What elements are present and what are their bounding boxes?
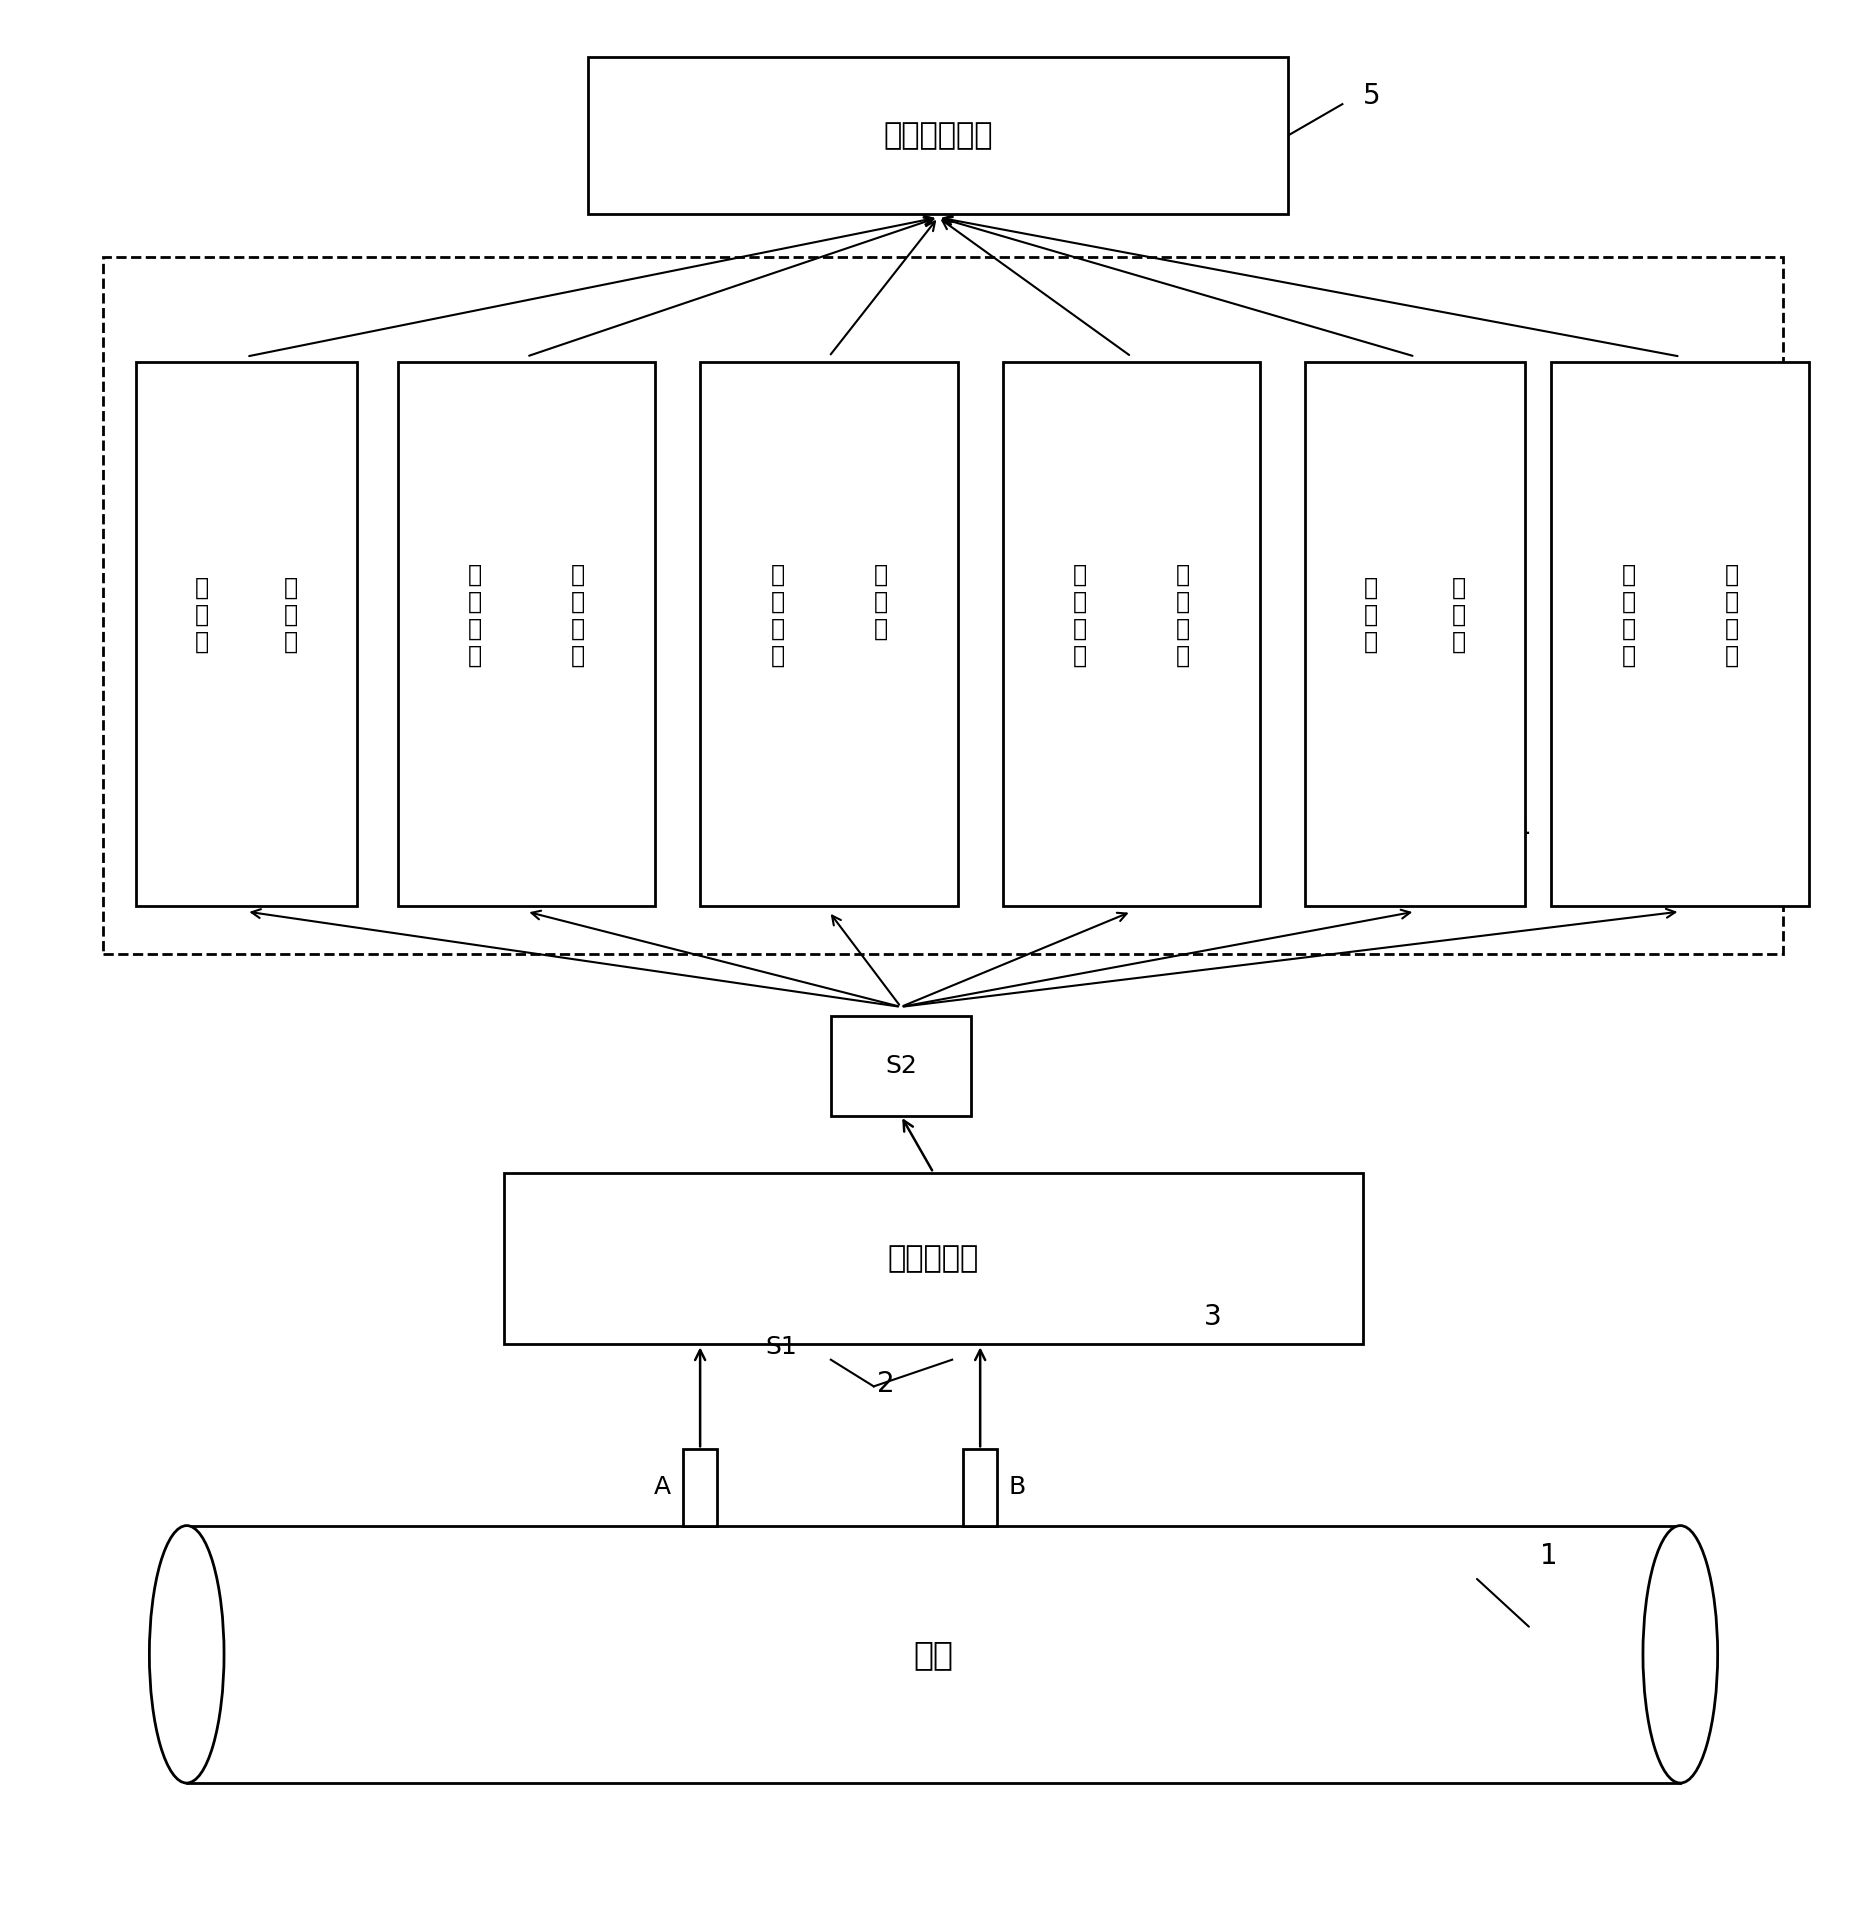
Bar xyxy=(1003,362,1260,906)
Ellipse shape xyxy=(149,1526,224,1783)
Text: 阻
重
单: 阻 重 单 xyxy=(874,563,887,667)
Text: 强
构
元: 强 构 元 xyxy=(1453,576,1466,654)
Text: 管段: 管段 xyxy=(913,1638,954,1671)
Text: B: B xyxy=(1008,1476,1025,1499)
Text: 反
系
重
单: 反 系 重 单 xyxy=(1074,563,1087,667)
Bar xyxy=(683,1449,717,1526)
Text: S2: S2 xyxy=(885,1055,917,1077)
Bar xyxy=(103,257,1783,954)
Bar xyxy=(398,362,655,906)
Text: A: A xyxy=(653,1476,670,1499)
Ellipse shape xyxy=(1643,1526,1718,1783)
Text: 透
系
计
单: 透 系 计 单 xyxy=(1622,563,1635,667)
Text: 1: 1 xyxy=(1540,1543,1557,1569)
Text: 2: 2 xyxy=(877,1369,894,1398)
Text: 声
重
单: 声 重 单 xyxy=(196,576,209,654)
Text: 信号调理器: 信号调理器 xyxy=(889,1243,978,1274)
Text: 3: 3 xyxy=(1204,1302,1223,1331)
Bar xyxy=(504,1173,1363,1344)
Bar xyxy=(136,362,357,906)
Text: 5: 5 xyxy=(1363,82,1380,111)
Bar xyxy=(187,1526,1680,1783)
Text: S1: S1 xyxy=(765,1335,797,1360)
Text: 射
数
构
元: 射 数 构 元 xyxy=(1176,563,1189,667)
Bar xyxy=(831,1016,971,1116)
Text: 输出显示设备: 输出显示设备 xyxy=(883,120,993,151)
Text: 点
度
构
元: 点 度 构 元 xyxy=(571,563,584,667)
Bar xyxy=(700,362,958,906)
Text: 质
速
重
单: 质 速 重 单 xyxy=(469,563,482,667)
Text: 4: 4 xyxy=(1512,816,1529,845)
Bar xyxy=(963,1449,997,1526)
Text: 压
构
元: 压 构 元 xyxy=(284,576,297,654)
Text: 声
抗
构
元: 声 抗 构 元 xyxy=(771,563,784,667)
Text: 射
数
算
元: 射 数 算 元 xyxy=(1725,563,1738,667)
Bar xyxy=(1551,362,1809,906)
Bar xyxy=(588,57,1288,214)
Bar xyxy=(1305,362,1525,906)
Text: 声
重
单: 声 重 单 xyxy=(1365,576,1378,654)
